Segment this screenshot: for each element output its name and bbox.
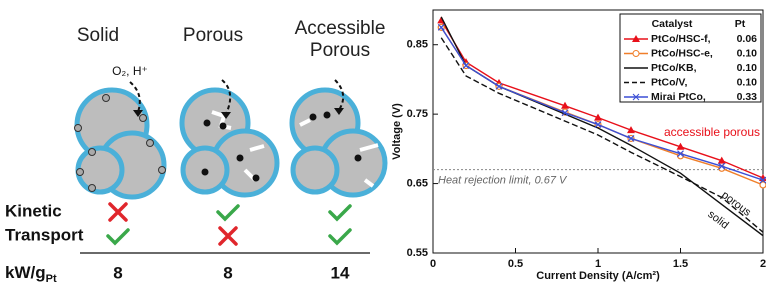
legend: Catalyst Pt PtCo/HSC-f, 0.06 PtCo/HSC-e, 0.10… (620, 14, 761, 103)
legend-header: Catalyst (652, 18, 693, 30)
check-icon (218, 206, 238, 219)
cross-icon (220, 228, 236, 244)
x-tick-label: 1 (595, 258, 601, 270)
metric-value: 14 (331, 263, 350, 282)
legend-label: PtCo/V, (651, 76, 687, 88)
annotation: solid (705, 208, 730, 231)
particles (75, 80, 386, 197)
y-tick-label: 0.75 (407, 108, 428, 120)
check-icon (108, 230, 128, 243)
legend-loading: 0.33 (737, 91, 758, 103)
column-title: Solid (77, 25, 119, 46)
metric-label: kW/gPt (5, 263, 57, 284)
annotation: accessible porous (664, 125, 760, 139)
legend-label: PtCo/HSC-e, (651, 47, 713, 59)
legend-label: PtCo/HSC-f, (651, 33, 711, 45)
reference-label: Heat rejection limit, 0.67 V (438, 175, 568, 187)
y-tick-label: 0.55 (407, 247, 428, 259)
column-title: Porous (183, 25, 243, 46)
metric-subscript: Pt (46, 273, 57, 285)
figure: Solid Porous AccessiblePorous O₂, H⁺ Kinetic… (0, 0, 766, 286)
row-label: Kinetic (5, 201, 62, 220)
legend-header: Pt (735, 18, 746, 30)
legend-loading: 0.06 (737, 33, 758, 45)
legend-marker (633, 51, 639, 57)
x-axis-label: Current Density (A/cm²) (536, 270, 660, 282)
legend-loading: 0.10 (737, 47, 758, 59)
y-tick-label: 0.85 (407, 39, 428, 51)
metric-value: 8 (113, 263, 122, 282)
x-tick-label: 0.5 (508, 258, 523, 270)
cross-icon (110, 204, 126, 220)
metric-value: 8 (223, 263, 232, 282)
x-tick-label: 2 (760, 258, 766, 270)
legend-loading: 0.10 (737, 76, 758, 88)
reactants-label: O₂, H⁺ (112, 64, 148, 78)
legend-label: Mirai PtCo, (651, 91, 706, 103)
legend-loading: 0.10 (737, 62, 758, 74)
y-axis-label: Voltage (V) (391, 103, 403, 160)
x-tick-label: 1.5 (673, 258, 688, 270)
legend-label: PtCo/KB, (651, 62, 697, 74)
row-label: Transport (5, 225, 84, 244)
check-icon (330, 230, 350, 243)
metric-unit: kW/g (5, 263, 46, 282)
y-tick-label: 0.65 (407, 177, 428, 189)
check-icon (330, 206, 350, 219)
x-tick-label: 0 (430, 258, 436, 270)
